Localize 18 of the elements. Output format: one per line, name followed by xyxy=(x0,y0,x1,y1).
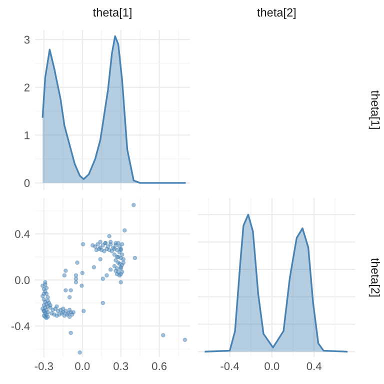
chart-title: theta[2] xyxy=(257,8,296,19)
y-tick-label: -0.4 xyxy=(11,322,30,330)
x-tick-label: -0.4 xyxy=(220,362,240,370)
y-tick-label: 3 xyxy=(24,36,30,44)
x-tick-label: 0.0 xyxy=(75,362,90,370)
chart-title: theta[1] xyxy=(93,8,132,19)
y-tick-label: 2 xyxy=(24,84,30,92)
y-tick-label: 0 xyxy=(24,179,30,188)
x-tick-label: 0.6 xyxy=(152,362,167,370)
y2-axis-title: theta[2] xyxy=(368,258,380,296)
y2-axis-title: theta[1] xyxy=(368,90,380,129)
x-tick-label: 0.3 xyxy=(114,362,128,370)
y-tick-label: 0.0 xyxy=(15,276,30,284)
y-tick-label: 1 xyxy=(24,131,30,140)
x-tick-label: 0.4 xyxy=(306,362,322,370)
x-tick-label: -0.3 xyxy=(34,362,54,370)
y-tick-label: 0.4 xyxy=(15,230,30,238)
x-tick-label: 0.0 xyxy=(264,362,280,370)
